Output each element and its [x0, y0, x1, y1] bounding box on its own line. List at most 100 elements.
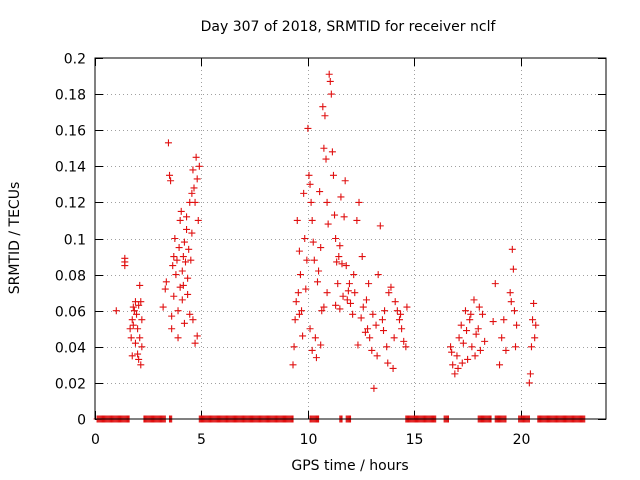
data-point: [373, 352, 381, 360]
data-point: [398, 325, 406, 333]
data-point: [184, 274, 192, 282]
data-point: [461, 307, 469, 315]
data-point: [294, 289, 302, 297]
data-point: [455, 334, 463, 342]
data-point: [121, 258, 129, 266]
data-point: [317, 341, 325, 349]
data-point: [349, 310, 357, 318]
data-point: [312, 354, 320, 362]
data-point: [366, 334, 374, 342]
data-point: [112, 307, 120, 315]
data-point: [323, 289, 331, 297]
data-point: [134, 350, 142, 358]
data-point: [174, 334, 182, 342]
y-tick-label: 0.18: [55, 88, 86, 104]
data-point: [502, 346, 510, 354]
data-point: [453, 352, 461, 360]
data-point: [498, 334, 506, 342]
data-point: [315, 267, 323, 275]
data-point: [532, 321, 540, 329]
data-point: [167, 177, 175, 185]
data-point: [137, 298, 145, 306]
data-point: [178, 296, 186, 304]
data-point: [129, 303, 137, 311]
data-point: [127, 334, 135, 342]
data-point: [310, 256, 318, 264]
data-point: [447, 343, 455, 351]
data-point: [361, 328, 369, 336]
data-point: [525, 379, 533, 387]
data-point: [397, 310, 405, 318]
data-point: [290, 343, 298, 351]
data-point: [300, 189, 308, 197]
data-point: [316, 188, 324, 196]
data-point: [128, 316, 136, 324]
data-point: [298, 307, 306, 315]
data-point: [391, 298, 399, 306]
data-point: [307, 198, 315, 206]
data-point: [164, 139, 172, 147]
data-point: [301, 235, 309, 242]
data-point: [383, 343, 391, 351]
data-point: [332, 301, 340, 309]
data-point: [138, 343, 146, 351]
data-point: [458, 359, 466, 367]
data-point: [329, 171, 337, 179]
data-point: [179, 253, 187, 261]
data-point: [345, 280, 353, 288]
data-point: [507, 298, 515, 306]
data-point: [133, 310, 141, 318]
data-point: [337, 193, 345, 201]
data-point: [308, 216, 316, 224]
data-point: [184, 290, 192, 298]
data-point: [393, 307, 401, 315]
data-point: [529, 316, 537, 324]
chart-title: Day 307 of 2018, SRMTID for receiver ncl…: [201, 19, 497, 35]
y-tick-label: 0.04: [55, 341, 86, 357]
data-point: [129, 321, 137, 329]
data-point: [357, 314, 365, 322]
data-point: [325, 70, 333, 78]
data-point: [189, 316, 197, 324]
data-point: [320, 144, 328, 152]
data-point: [180, 319, 188, 327]
data-point: [322, 155, 330, 163]
data-point: [131, 339, 139, 347]
data-point: [500, 316, 508, 324]
data-point: [303, 256, 311, 264]
data-point: [472, 330, 480, 338]
data-point: [481, 337, 489, 345]
data-point: [138, 316, 146, 324]
x-tick-label: 15: [406, 432, 424, 448]
data-point: [403, 303, 411, 311]
data-point: [136, 334, 144, 342]
data-point: [342, 262, 350, 270]
data-point: [181, 258, 189, 266]
data-point: [479, 310, 487, 318]
data-point: [317, 244, 325, 252]
data-point: [295, 247, 303, 255]
data-point: [508, 245, 516, 253]
data-point: [193, 175, 201, 183]
data-point: [168, 325, 176, 333]
data-point: [359, 303, 367, 311]
data-point: [510, 307, 518, 315]
data-point: [169, 262, 177, 270]
data-point: [333, 258, 341, 266]
data-point: [309, 238, 317, 246]
data-point: [496, 361, 504, 369]
data-point: [374, 271, 382, 279]
data-point: [328, 148, 336, 156]
data-point: [389, 364, 397, 372]
data-point: [326, 77, 334, 85]
data-point: [188, 189, 196, 197]
grid: [95, 58, 606, 419]
data-point: [466, 316, 474, 324]
data-point: [354, 341, 362, 349]
data-point: [464, 355, 472, 363]
data-point: [471, 352, 479, 360]
data-point: [340, 213, 348, 221]
data-point: [344, 287, 352, 295]
data-point: [355, 198, 363, 206]
